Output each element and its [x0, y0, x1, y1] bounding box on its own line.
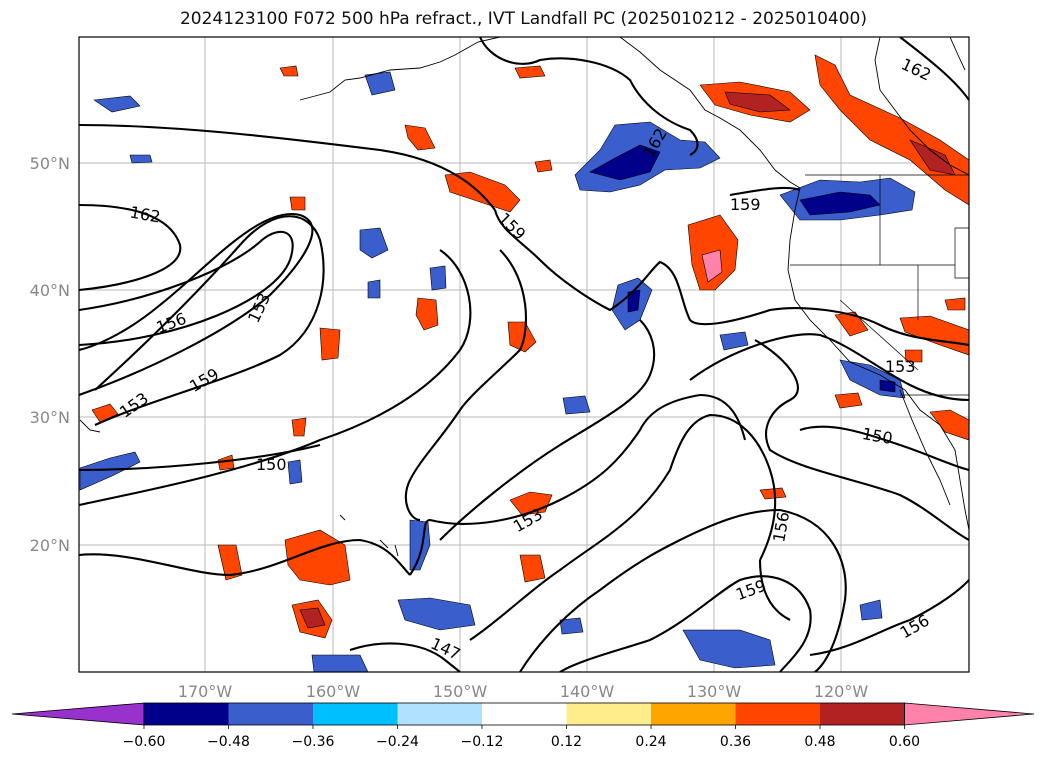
lon-tick-label: 140°W [560, 682, 615, 701]
colorbar-segment [735, 703, 820, 725]
colorbar-tick-label: 0.60 [889, 734, 920, 750]
height-contours [79, 37, 969, 672]
lat-tick-label: 20°N [30, 536, 70, 555]
lon-tick-label: 160°W [306, 682, 361, 701]
longitude-tick-labels: 170°W 160°W 150°W 140°W 130°W 120°W [178, 682, 869, 701]
lat-tick-label: 30°N [30, 408, 70, 427]
colorbar-segment [482, 703, 567, 725]
baja-coast [899, 389, 951, 506]
alaska-coast [299, 37, 501, 101]
lon-tick-label: 120°W [814, 682, 869, 701]
figure-title: 2024123100 F072 500 hPa refract., IVT La… [179, 9, 867, 29]
contour-label: 159 [730, 195, 761, 214]
colorbar-extend-low [11, 702, 145, 726]
west-coast [787, 187, 969, 531]
colorbar-extend-high [904, 702, 1035, 726]
map-frame [78, 36, 970, 673]
warm-blob-nepac [444, 171, 521, 213]
colorbar-tick-label: −0.48 [207, 734, 250, 750]
colorbar-segment [144, 703, 229, 725]
political-borders [790, 174, 969, 396]
colorbar-segment [397, 703, 482, 725]
colorbar-tick-label: 0.24 [635, 734, 666, 750]
lat-tick-label: 40°N [30, 281, 70, 300]
colorbar-tick-label: 0.48 [804, 734, 835, 750]
colorbar-tick-label: 0.36 [720, 734, 751, 750]
colorbar-segment [651, 703, 736, 725]
warm-core-alaska [724, 91, 791, 113]
colorbar-tick-label: −0.12 [461, 734, 504, 750]
colorbar-tick-label: −0.24 [376, 734, 419, 750]
lat-tick-label: 50°N [30, 154, 70, 173]
contour-label: 150 [256, 455, 287, 474]
colorbar: −0.60 −0.48 −0.36 −0.24 −0.12 0.12 0.24 … [11, 702, 1035, 750]
latitude-tick-labels: 50°N 40°N 30°N 20°N [30, 154, 70, 555]
colorbar-segment [566, 703, 651, 725]
lon-tick-label: 150°W [433, 682, 488, 701]
cool-core-nepac [589, 144, 661, 181]
colorbar-segment [820, 703, 905, 725]
warm-core-offshore [701, 249, 723, 283]
colorbar-frame [143, 702, 905, 726]
colorbar-tick-label: −0.36 [292, 734, 335, 750]
lon-tick-label: 170°W [178, 682, 233, 701]
colorbar-tick-label: −0.60 [123, 734, 166, 750]
colorbar-segment [228, 703, 313, 725]
positive-anomaly-fills [91, 54, 969, 639]
lon-tick-label: 130°W [687, 682, 742, 701]
contour-label: 153 [885, 357, 916, 376]
coastlines [79, 37, 969, 557]
colorbar-tick-label: 0.12 [551, 734, 582, 750]
colorbar-segment [313, 703, 398, 725]
